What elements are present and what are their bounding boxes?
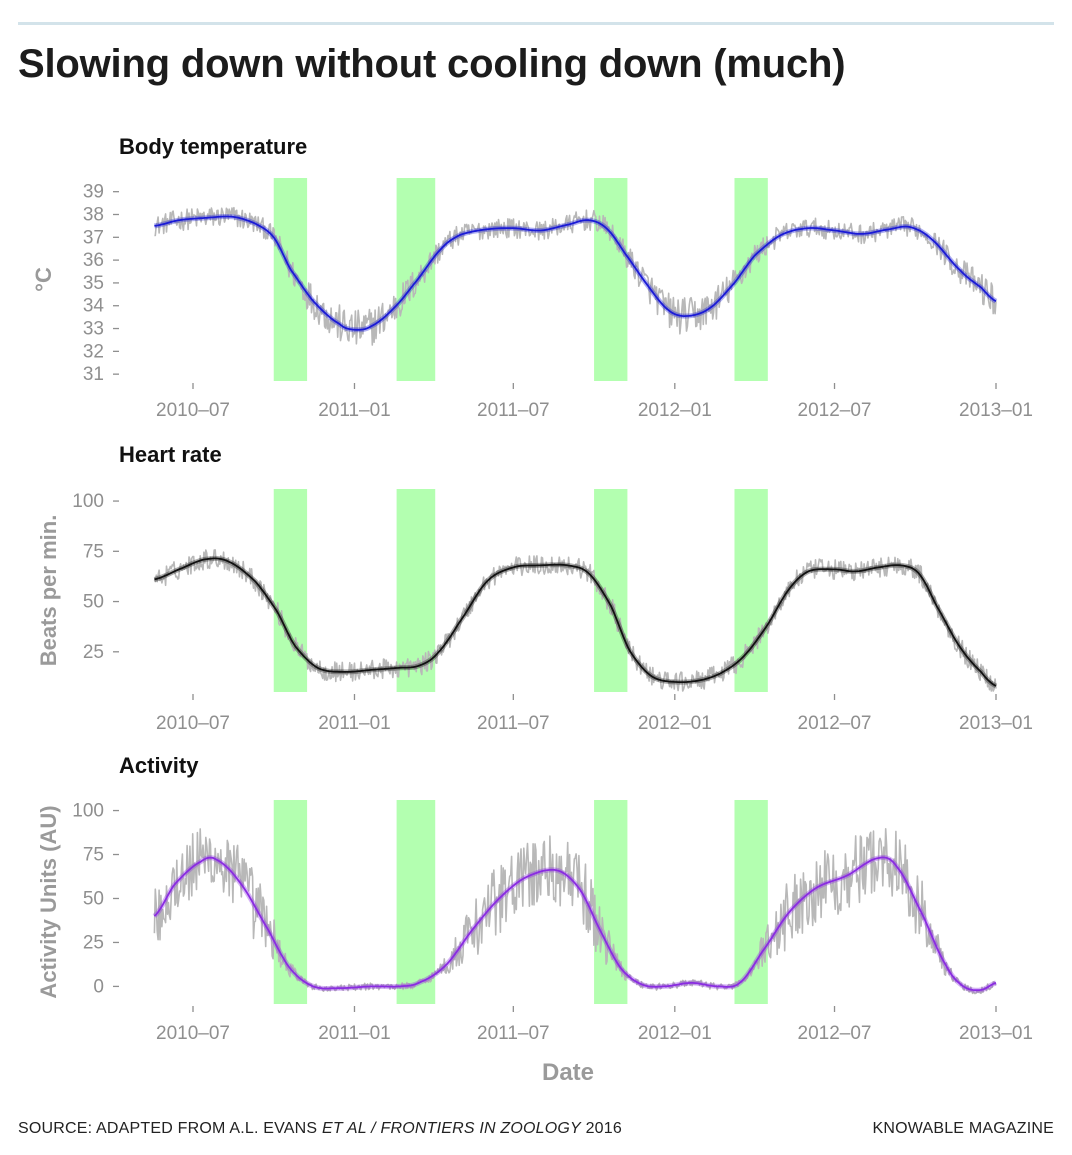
y-tick-label: 39: [83, 182, 104, 203]
source-prefix: SOURCE: ADAPTED FROM A.L. EVANS: [18, 1120, 322, 1137]
panel-title: Activity: [119, 753, 199, 778]
y-tick-label: 34: [83, 296, 105, 317]
raw-data-trace: [153, 549, 997, 692]
x-tick-label: 2010–07: [156, 713, 230, 734]
source-note: SOURCE: ADAPTED FROM A.L. EVANS ET AL / …: [18, 1120, 622, 1138]
y-tick-label: 50: [83, 888, 104, 909]
x-tick-label: 2011–07: [477, 400, 550, 421]
y-tick-label: 50: [83, 592, 104, 613]
y-tick-label: 38: [83, 204, 104, 225]
smoothed-line: [154, 215, 997, 331]
x-axis-label: Date: [542, 1059, 594, 1086]
y-tick-label: 25: [83, 642, 104, 663]
y-tick-label: 100: [72, 491, 104, 512]
y-tick-label: 32: [83, 341, 104, 362]
panel-2: Heart rate 25 50 75 100 Beats per min. 2010–07…: [36, 442, 1033, 734]
page-title: Slowing down without cooling down (much): [18, 42, 846, 86]
y-tick-label: 75: [83, 845, 104, 866]
y-tick-label: 100: [72, 801, 104, 822]
x-tick-label: 2012–01: [638, 400, 712, 421]
x-tick-label: 2010–07: [156, 1023, 230, 1044]
y-axis-label: °C: [31, 267, 56, 292]
x-tick-label: 2011–01: [318, 713, 391, 734]
smoothed-line: [154, 557, 997, 687]
x-tick-label: 2013–01: [959, 400, 1033, 421]
y-tick-label: 35: [83, 273, 104, 294]
hibernation-band: [594, 178, 628, 381]
x-tick-label: 2011–01: [318, 400, 391, 421]
raw-data-trace: [154, 206, 997, 346]
hibernation-band: [273, 489, 308, 692]
hibernation-band: [396, 800, 436, 1004]
hibernation-band: [734, 489, 768, 692]
x-tick-label: 2012–07: [798, 400, 872, 421]
x-tick-label: 2011–07: [477, 1023, 550, 1044]
panel-3: Activity 0 25 50 75 100 Activity Units (AU) 201…: [36, 753, 1033, 1044]
credit-label: KNOWABLE MAGAZINE: [872, 1120, 1054, 1137]
y-axis-label: Beats per min.: [36, 515, 61, 667]
x-tick-label: 2012–07: [798, 713, 872, 734]
y-tick-label: 25: [83, 932, 104, 953]
panel-title: Heart rate: [119, 442, 222, 467]
x-tick-label: 2010–07: [156, 400, 230, 421]
y-tick-label: 0: [93, 976, 104, 997]
x-tick-label: 2012–07: [798, 1023, 872, 1044]
x-tick-label: 2012–01: [638, 713, 712, 734]
y-tick-label: 37: [83, 227, 104, 248]
panel-title: Body temperature: [119, 134, 307, 159]
y-tick-label: 33: [83, 319, 104, 340]
source-journal: ET AL / FRONTIERS IN ZOOLOGY: [321, 1120, 581, 1137]
raw-data-trace: [153, 828, 997, 995]
top-rule: [18, 22, 1054, 25]
smoothed-line: [153, 856, 997, 992]
hibernation-band: [396, 178, 436, 381]
hibernation-band: [273, 178, 308, 381]
y-tick-label: 75: [83, 541, 104, 562]
x-tick-label: 2011–07: [477, 713, 550, 734]
x-tick-label: 2011–01: [318, 1023, 391, 1044]
x-tick-label: 2013–01: [959, 713, 1033, 734]
x-tick-label: 2013–01: [959, 1023, 1033, 1044]
y-axis-label: Activity Units (AU): [36, 805, 61, 998]
x-tick-label: 2012–01: [638, 1023, 712, 1044]
y-tick-label: 36: [83, 250, 104, 271]
y-tick-label: 31: [83, 364, 104, 385]
source-year: 2016: [580, 1120, 622, 1137]
